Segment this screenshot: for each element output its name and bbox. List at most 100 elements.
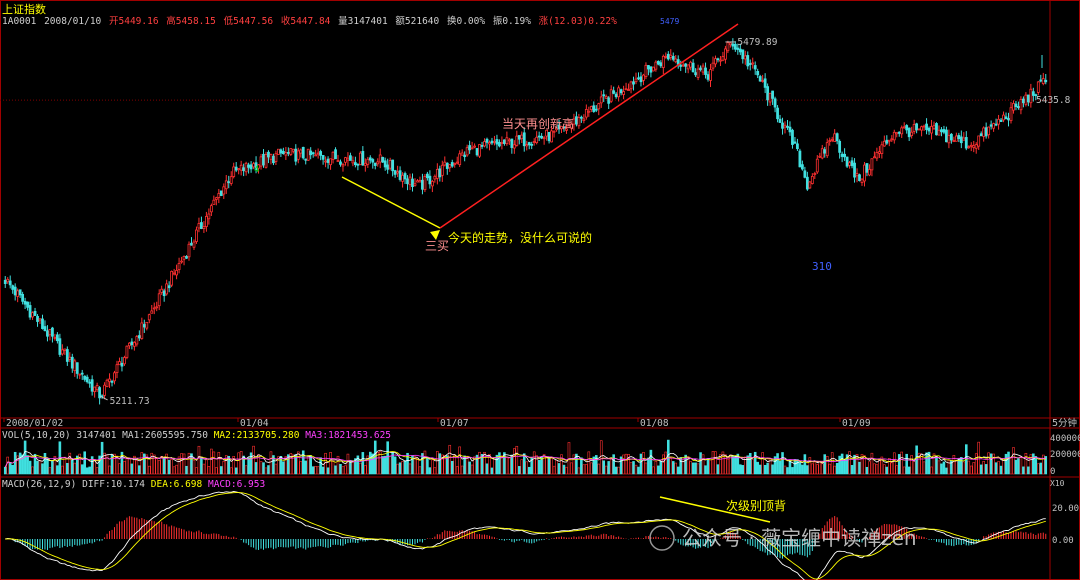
candle-body xyxy=(527,142,531,146)
candle-body xyxy=(438,168,442,178)
volume-bar xyxy=(304,460,308,475)
volume-bar xyxy=(445,455,449,475)
candle-body xyxy=(813,173,817,175)
volume-bar xyxy=(458,446,461,475)
candle-body xyxy=(555,127,558,131)
candle-body xyxy=(949,133,953,141)
candle-body xyxy=(53,336,57,339)
candle-body xyxy=(500,141,504,144)
candle-body xyxy=(23,300,27,305)
candle-body xyxy=(954,135,958,142)
volume-bar xyxy=(806,465,809,475)
volume-bar xyxy=(565,466,568,475)
candle-body xyxy=(984,127,988,137)
volume-bar xyxy=(575,453,578,475)
candle-body xyxy=(609,89,613,102)
candle-body xyxy=(781,122,784,129)
candle-body xyxy=(629,81,633,90)
volume-bar xyxy=(254,462,258,475)
volume-bar xyxy=(485,463,489,475)
candle-body xyxy=(31,312,34,318)
candle-body xyxy=(16,290,20,297)
candle-body xyxy=(845,156,849,167)
candle-body xyxy=(706,74,710,80)
candle-body xyxy=(423,176,427,191)
volume-bar xyxy=(381,456,385,475)
volume-bar xyxy=(143,453,146,475)
open-value: 开5449.16 xyxy=(109,16,159,27)
candle-body xyxy=(512,144,516,149)
volume-bar xyxy=(654,460,658,475)
volume-bar xyxy=(321,466,325,475)
candle-body xyxy=(51,327,54,337)
candle-body xyxy=(930,126,933,134)
volume-bar xyxy=(617,466,620,475)
candle-body xyxy=(902,126,906,129)
candle-body xyxy=(465,147,469,156)
volume-bar xyxy=(614,466,618,475)
candle-body xyxy=(1002,114,1005,121)
volume-bar xyxy=(793,459,797,475)
volume-bar xyxy=(443,454,447,475)
volume-bar xyxy=(185,465,188,475)
candle-body xyxy=(155,306,159,309)
volume-bar xyxy=(155,458,159,475)
candle-body xyxy=(75,362,79,374)
candle-body xyxy=(366,158,370,165)
candle-body xyxy=(349,155,352,161)
candle-body xyxy=(368,157,372,161)
low-price-label: 5211.73 xyxy=(110,396,150,407)
candle-body xyxy=(443,161,447,166)
candle-body xyxy=(1017,106,1020,109)
volume-bar xyxy=(942,461,946,475)
candle-body xyxy=(604,96,608,99)
candle-body xyxy=(329,158,332,166)
current-price-label: 5435.8 xyxy=(1036,95,1071,106)
candle-body xyxy=(589,106,593,110)
volume-bar xyxy=(408,463,412,475)
volume-bar xyxy=(267,465,270,475)
volume-bar xyxy=(833,465,836,475)
volume-bar xyxy=(398,462,402,475)
candle-body xyxy=(120,362,124,367)
volume-bar xyxy=(676,466,680,475)
candle-body xyxy=(110,380,114,383)
candle-body xyxy=(162,290,166,297)
candle-body xyxy=(6,278,10,283)
candle-body xyxy=(197,223,201,229)
low-pointer xyxy=(99,395,108,401)
candle-body xyxy=(229,176,233,184)
candle-body xyxy=(656,60,660,65)
volume-bar xyxy=(125,458,129,475)
candle-body xyxy=(679,64,683,67)
volume-bar xyxy=(706,458,710,475)
volume-bar xyxy=(167,459,171,475)
volume-bar xyxy=(438,453,442,475)
candle-body xyxy=(825,142,829,157)
candle-body xyxy=(925,123,928,130)
candle-body xyxy=(686,64,690,70)
volume-bar xyxy=(406,452,409,475)
volume-bar xyxy=(555,459,558,475)
candle-body xyxy=(786,125,789,128)
volume-bar xyxy=(694,462,697,475)
volume-bar xyxy=(378,451,382,475)
candle-body xyxy=(607,97,611,104)
volume-bar xyxy=(229,467,233,475)
volume-bar xyxy=(644,462,648,475)
volume-bar xyxy=(339,464,342,475)
watermark-text: 公众号 · 薇宝缠中读禅zen xyxy=(682,526,917,550)
candle-body xyxy=(353,162,357,166)
candle-body xyxy=(992,123,996,129)
candle-body xyxy=(599,96,603,104)
index-title: 上证指数 xyxy=(2,3,46,16)
candle-body xyxy=(828,140,832,143)
candle-body xyxy=(515,135,519,146)
candle-body xyxy=(748,63,752,65)
candle-body xyxy=(157,293,161,307)
candle-body xyxy=(85,376,89,383)
volume-bar xyxy=(224,455,228,475)
volume-bar xyxy=(860,454,864,475)
candle-body xyxy=(699,67,702,71)
